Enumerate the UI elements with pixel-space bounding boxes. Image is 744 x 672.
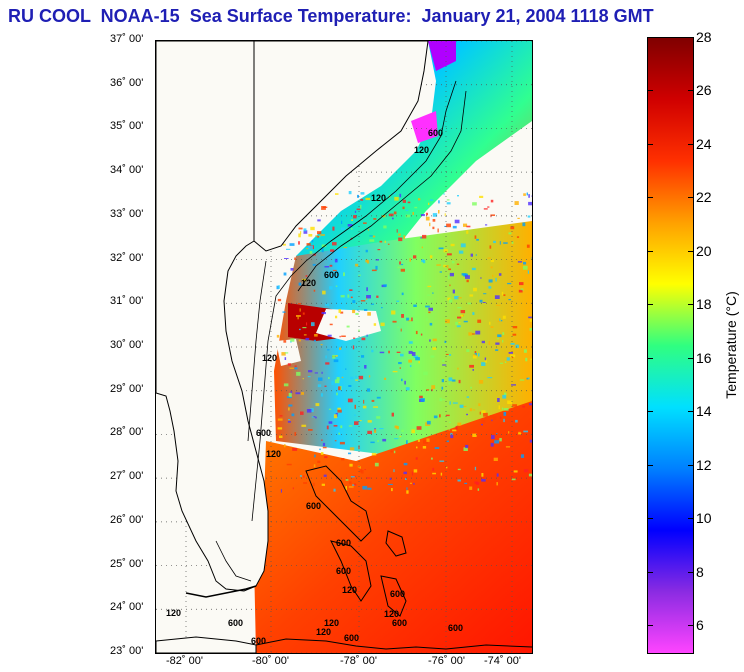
colorbar-tick-mark: [688, 625, 693, 627]
colorbar-tick-mark: [688, 197, 693, 199]
contour-label: 120: [262, 353, 277, 363]
colorbar-tick-mark: [688, 90, 693, 92]
latitude-label: 30˚ 00': [110, 339, 144, 351]
sst-field-north: [296, 41, 532, 301]
colorbar-tick-mark: [688, 464, 693, 466]
cold-patch: [428, 41, 456, 71]
colorbar-tick-label: 20: [696, 242, 712, 259]
contour-label: 600: [324, 270, 339, 280]
colorbar-tick-label: 18: [696, 296, 712, 313]
longitude-label: -80˚ 00': [252, 655, 289, 667]
contour-label: 120: [266, 449, 281, 459]
colorbar-tick-label: 22: [696, 189, 712, 206]
longitude-label: -74˚ 00': [484, 655, 521, 667]
speckle-noise: [276, 191, 532, 494]
latitude-label: 27˚ 00': [110, 470, 144, 483]
contour-label: 600: [228, 618, 243, 628]
colorbar-tick-mark: [648, 37, 653, 38]
colorbar-tick-mark: [648, 518, 653, 520]
colorbar-tick-mark: [648, 197, 653, 199]
colorbar-tick-label: 14: [696, 403, 712, 420]
latitude-label: 25˚ 00': [110, 557, 144, 570]
latitude-label: 37˚ 00': [110, 33, 144, 45]
colorbar-tick-mark: [648, 143, 653, 145]
colorbar-tick-label: 24: [696, 135, 712, 152]
contour-label: 600: [251, 636, 266, 646]
cold-patch: [411, 111, 438, 143]
carolina-coast: [253, 41, 429, 252]
bathymetry-contours: [215, 80, 467, 582]
colorbar-tick-label: 26: [696, 82, 712, 99]
colorbar-tick-label: 12: [696, 456, 712, 473]
latitude-label: 32˚ 00': [110, 251, 144, 264]
contour-label: 600: [344, 633, 359, 643]
cloud-gap: [316, 309, 381, 341]
florida-outline: [156, 41, 269, 592]
latitude-label: 33˚ 00': [110, 207, 144, 220]
longitude-label: -82˚ 00': [166, 655, 203, 667]
colorbar-tick-label: 16: [696, 349, 712, 366]
contour-label: 120: [166, 608, 181, 618]
contour-label: 120: [316, 627, 331, 637]
chart-title: RU COOL NOAA-15 Sea Surface Temperature:…: [8, 6, 654, 26]
colorbar-tick-mark: [688, 411, 693, 413]
colorbar-tick-mark: [688, 304, 693, 306]
latitude-label: 29˚ 00': [110, 382, 144, 395]
colorbar-tick-mark: [688, 571, 693, 573]
colorbar-tick-mark: [648, 90, 653, 92]
contour-label: 120: [414, 145, 429, 155]
colorbar-tick-label: 28: [696, 29, 712, 45]
cuba-coast: [156, 636, 257, 653]
latitude-label: 26˚ 00': [110, 513, 144, 526]
colorbar-tick-mark: [688, 143, 693, 145]
longitude-label: -76˚ 00': [428, 655, 465, 667]
latitude-label: 28˚ 00': [110, 426, 144, 439]
contour-label: 120: [301, 278, 316, 288]
contour-label: 120: [342, 585, 357, 595]
colorbar-tick-mark: [648, 571, 653, 573]
contour-label: 120: [371, 193, 386, 203]
contour-label: 120: [384, 609, 399, 619]
colorbar-tick-mark: [648, 357, 653, 359]
latitude-label: 36˚ 00': [110, 76, 144, 89]
latitude-label: 31˚ 00': [110, 295, 144, 308]
latitude-label: 23˚ 00': [110, 645, 144, 657]
contour-label: 600: [306, 501, 321, 511]
colorbar: [647, 37, 694, 654]
colorbar-tick-mark: [648, 411, 653, 413]
colorbar-tick-mark: [648, 304, 653, 306]
colorbar-tick-mark: [688, 250, 693, 252]
contour-label: 600: [390, 589, 405, 599]
colorbar-tick-label: 6: [696, 617, 704, 634]
colorbar-tick-mark: [688, 518, 693, 520]
colorbar-tick-mark: [648, 464, 653, 466]
colorbar-label: Temperature (°C): [723, 291, 739, 399]
colorbar-tick-label: 8: [696, 563, 704, 580]
colorbar-tick-mark: [648, 625, 653, 627]
longitude-label: -78˚ 00': [340, 655, 377, 667]
contour-label: 600: [336, 566, 351, 576]
latitude-label: 24˚ 00': [110, 601, 144, 614]
contour-label: 120: [324, 618, 339, 628]
colorbar-tick-mark: [688, 357, 693, 359]
bahamas-islands: [255, 465, 532, 650]
latitude-label: 35˚ 00': [110, 120, 144, 133]
contour-label: 600: [256, 428, 271, 438]
colorbar-tick-label: 10: [696, 510, 712, 527]
colorbar-tick-mark: [648, 250, 653, 252]
contour-label: 600: [448, 623, 463, 633]
latitude-label: 34˚ 00': [110, 164, 144, 177]
colorbar-tick-mark: [688, 37, 693, 38]
contour-label: 600: [336, 538, 351, 548]
contour-label: 600: [428, 128, 443, 138]
cloud-gap: [276, 339, 301, 366]
sst-field-south: [254, 401, 532, 653]
contour-label: 600: [392, 618, 407, 628]
florida-keys: [185, 585, 257, 598]
sst-map[interactable]: 600 120 120 120 600 120 600 120 600 600 600 120 600 1…: [155, 40, 533, 654]
